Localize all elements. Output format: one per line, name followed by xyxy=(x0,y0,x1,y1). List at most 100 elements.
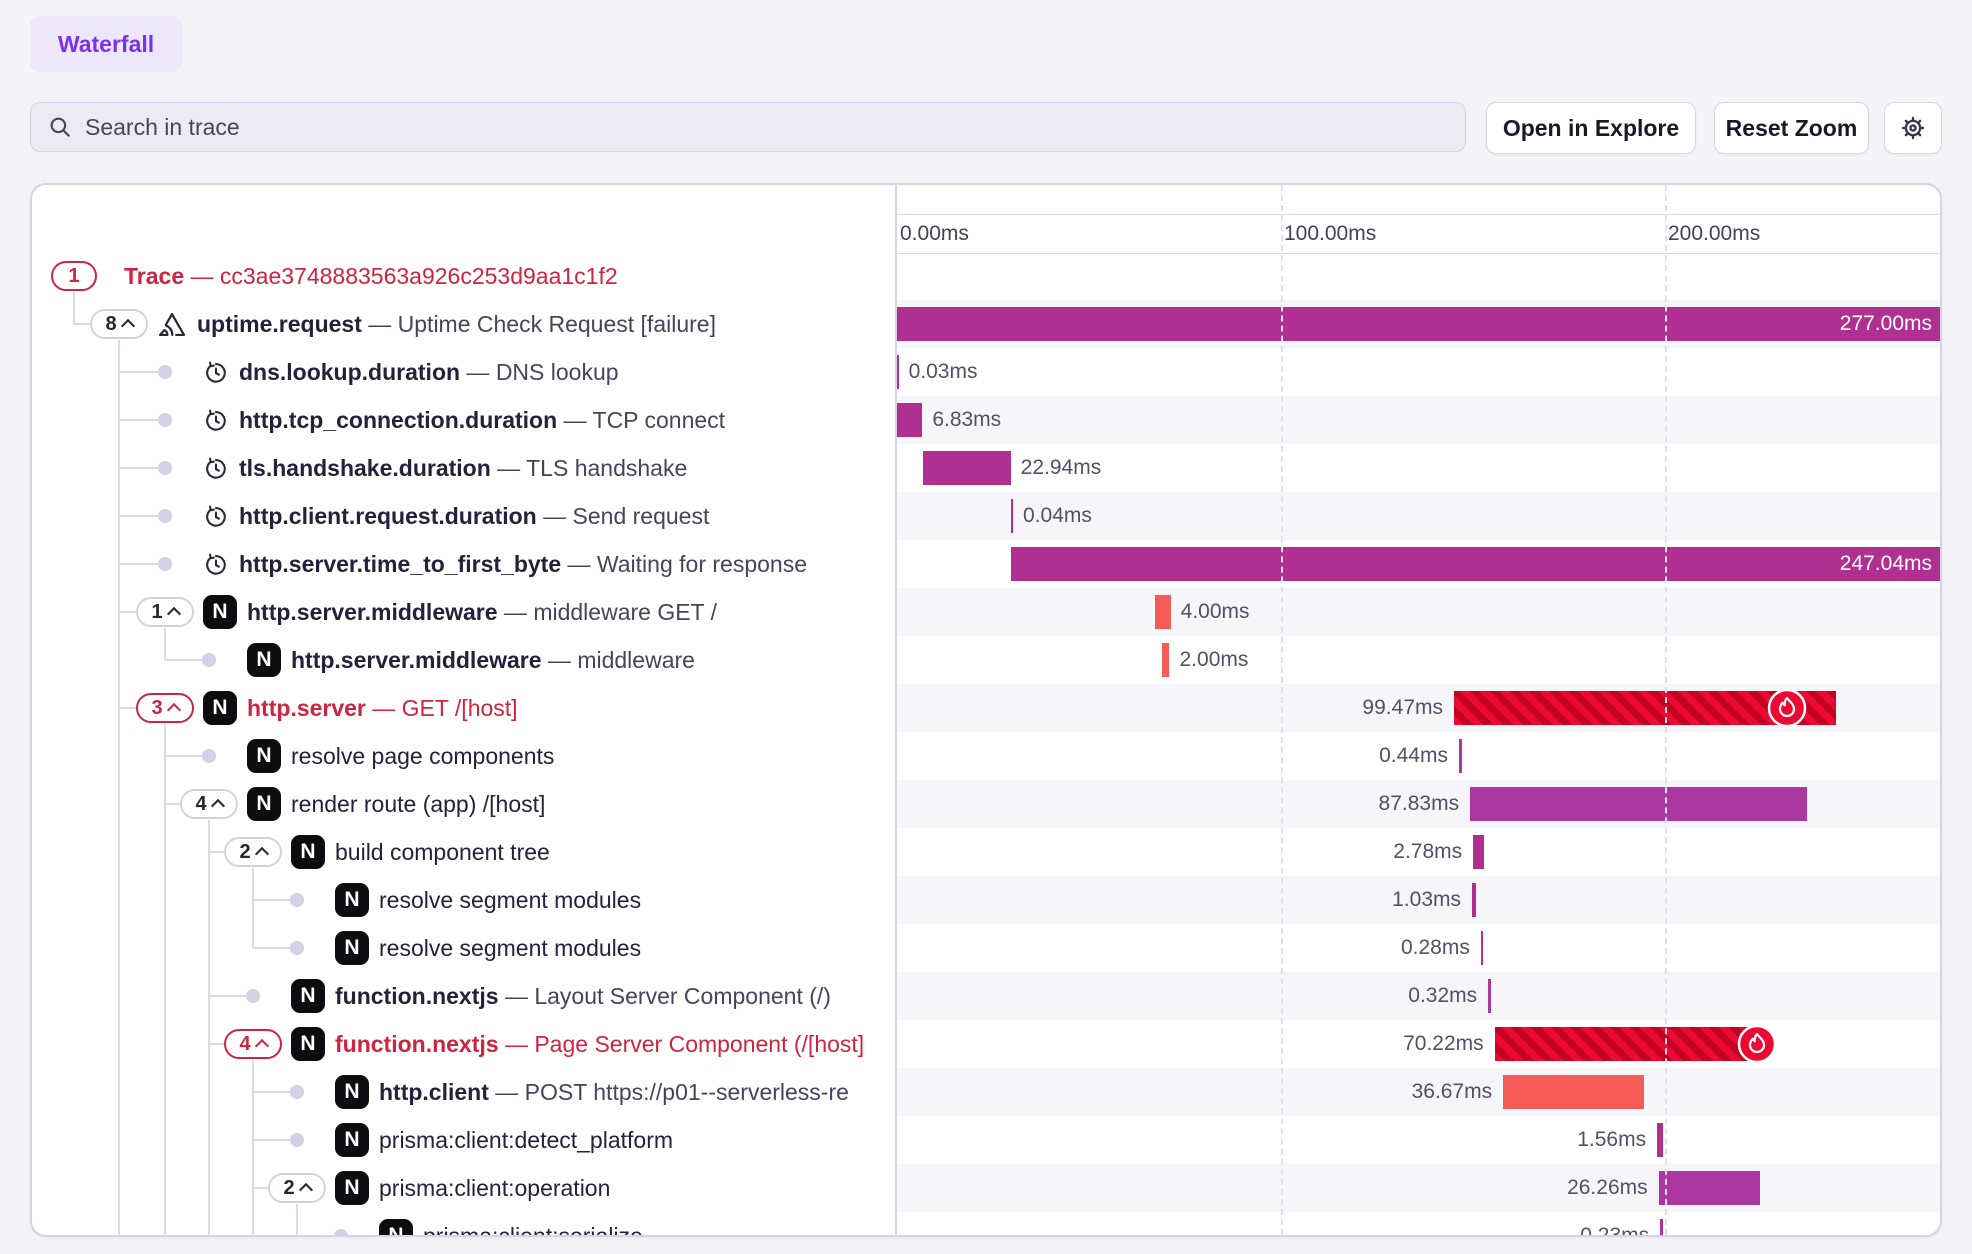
span-bar-cell[interactable] xyxy=(896,252,1940,300)
span-label-trace-root[interactable]: 1 Trace — cc3ae3748883563a926c253d9aa1c1f… xyxy=(32,252,894,300)
duration-bar[interactable] xyxy=(1503,1075,1644,1109)
expand-pill[interactable]: 8 xyxy=(90,309,148,339)
duration-bar[interactable] xyxy=(1658,1171,1760,1205)
duration-bar[interactable] xyxy=(896,355,899,389)
span-row-tcp-connect[interactable]: http.tcp_connection.duration — TCP conne… xyxy=(32,396,1940,444)
settings-button[interactable] xyxy=(1884,102,1942,154)
span-row-trace-root[interactable]: 1 Trace — cc3ae3748883563a926c253d9aa1c1f… xyxy=(32,252,1940,300)
search-input[interactable] xyxy=(83,112,1465,142)
span-label-uptime-request[interactable]: 8 uptime.request — Uptime Check Request [… xyxy=(32,300,894,348)
span-bar-cell[interactable]: 0.44ms xyxy=(896,732,1940,780)
duration-bar[interactable] xyxy=(1657,1123,1664,1157)
expand-pill[interactable]: 3 xyxy=(136,693,194,723)
span-label-tls-handshake[interactable]: tls.handshake.duration — TLS handshake xyxy=(32,444,894,492)
span-bar-cell[interactable]: 87.83ms xyxy=(896,780,1940,828)
open-in-explore-button[interactable]: Open in Explore xyxy=(1486,102,1696,154)
span-bar-cell[interactable]: 247.04ms xyxy=(896,540,1940,588)
span-bar-cell[interactable]: 1.03ms xyxy=(896,876,1940,924)
span-bar-cell[interactable]: 2.00ms xyxy=(896,636,1940,684)
span-label-tcp-connect[interactable]: http.tcp_connection.duration — TCP conne… xyxy=(32,396,894,444)
duration-bar[interactable] xyxy=(896,307,1940,341)
span-bar-cell[interactable]: 4.00ms xyxy=(896,588,1940,636)
duration-bar[interactable] xyxy=(1473,835,1484,869)
duration-bar[interactable] xyxy=(1010,547,1940,581)
duration-bar[interactable] xyxy=(1470,787,1808,821)
span-bar-cell[interactable]: 0.32ms xyxy=(896,972,1940,1020)
tab-waterfall[interactable]: Waterfall xyxy=(30,16,182,72)
span-bar-cell[interactable]: 22.94ms xyxy=(896,444,1940,492)
duration-bar[interactable] xyxy=(1660,1219,1663,1235)
span-row-send-request[interactable]: http.client.request.duration — Send requ… xyxy=(32,492,1940,540)
duration-bar[interactable] xyxy=(1459,739,1462,773)
span-row-time-to-first-byte[interactable]: http.server.time_to_first_byte — Waiting… xyxy=(32,540,1940,588)
span-bar-cell[interactable]: 0.23ms xyxy=(896,1212,1940,1235)
timeline-axis[interactable]: 0.00ms 100.00ms 200.00ms xyxy=(895,214,1940,254)
span-bar-cell[interactable]: 0.03ms xyxy=(896,348,1940,396)
duration-bar[interactable] xyxy=(1161,643,1170,677)
reset-zoom-button[interactable]: Reset Zoom xyxy=(1714,102,1869,154)
search-box[interactable] xyxy=(30,102,1466,152)
duration-bar[interactable] xyxy=(1155,595,1171,629)
span-row-tls-handshake[interactable]: tls.handshake.duration — TLS handshake 22… xyxy=(32,444,1940,492)
expand-pill[interactable]: 2 xyxy=(268,1173,326,1203)
span-bar-cell[interactable]: 277.00ms xyxy=(896,300,1940,348)
expand-pill[interactable]: 2 xyxy=(224,837,282,867)
expand-pill[interactable]: 1 xyxy=(51,261,97,291)
span-bar-cell[interactable]: 0.28ms xyxy=(896,924,1940,972)
span-bar-cell[interactable]: 70.22ms xyxy=(896,1020,1940,1068)
leaf-dot xyxy=(246,989,260,1003)
expand-pill[interactable]: 1 xyxy=(136,597,194,627)
expand-pill[interactable]: 4 xyxy=(224,1029,282,1059)
duration-bar[interactable] xyxy=(922,451,1011,485)
duration-bar[interactable] xyxy=(1488,979,1491,1013)
span-label-dns-lookup[interactable]: dns.lookup.duration — DNS lookup xyxy=(32,348,894,396)
duration-bar[interactable] xyxy=(1010,499,1014,533)
tree-horizontal-guide xyxy=(209,1043,224,1045)
span-bar-cell[interactable]: 2.78ms xyxy=(896,828,1940,876)
duration-bar[interactable] xyxy=(896,403,923,437)
duration-bar[interactable] xyxy=(1494,1024,1777,1064)
duration-bar[interactable] xyxy=(1454,688,1836,728)
span-bar-cell[interactable]: 99.47ms xyxy=(896,684,1940,732)
span-bar-cell[interactable]: 0.04ms xyxy=(896,492,1940,540)
span-bar-cell[interactable]: 26.26ms xyxy=(896,1164,1940,1212)
duration-bar[interactable] xyxy=(1472,883,1477,917)
span-label-send-request[interactable]: http.client.request.duration — Send requ… xyxy=(32,492,894,540)
span-row-dns-lookup[interactable]: dns.lookup.duration — DNS lookup 0.03ms xyxy=(32,348,1940,396)
span-row-uptime-request[interactable]: 8 uptime.request — Uptime Check Request [… xyxy=(32,300,1940,348)
span-bar-cell[interactable]: 1.56ms xyxy=(896,1116,1940,1164)
span-bar-cell[interactable]: 6.83ms xyxy=(896,396,1940,444)
span-label-time-to-first-byte[interactable]: http.server.time_to_first_byte — Waiting… xyxy=(32,540,894,588)
duration-bar[interactable] xyxy=(1480,931,1484,965)
span-bar-cell[interactable]: 36.67ms xyxy=(896,1068,1940,1116)
expand-pill[interactable]: 4 xyxy=(180,789,238,819)
